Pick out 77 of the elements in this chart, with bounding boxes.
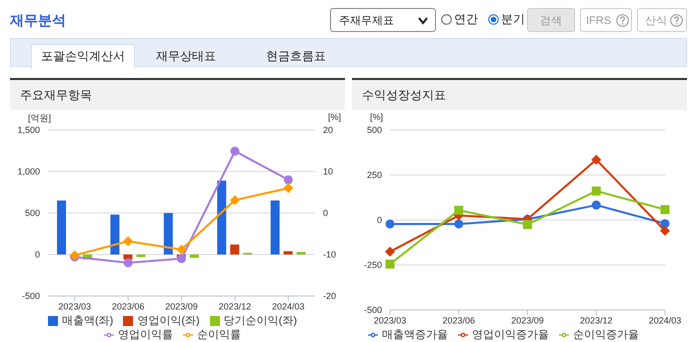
legend-label: 영업이익(좌) xyxy=(137,315,200,327)
text: 산식 xyxy=(637,8,687,32)
y-tick-label: 500 xyxy=(24,208,40,218)
y-tick-label: 1,500 xyxy=(17,125,40,136)
point xyxy=(660,226,670,236)
bar xyxy=(110,214,120,254)
point xyxy=(523,220,532,229)
x-tick-label: 2023/09 xyxy=(511,315,544,326)
text: IFRS xyxy=(580,8,632,32)
x-tick-label: 2023/09 xyxy=(165,301,198,312)
bar xyxy=(190,254,199,258)
y2-axis-title: [%] xyxy=(328,112,342,122)
point xyxy=(176,244,186,255)
point xyxy=(386,219,394,228)
x-tick-label: 2023/12 xyxy=(218,301,252,312)
x-tick-label: 2023/03 xyxy=(58,301,91,312)
legend-label: 순이익증가율 xyxy=(573,329,639,341)
legend-label: 영업이익률 xyxy=(118,329,173,341)
y-tick-label: 250 xyxy=(366,170,382,180)
y2-tick-label: 0 xyxy=(323,208,328,218)
y2-tick-label: -20 xyxy=(323,291,336,302)
y2-tick-label: -10 xyxy=(323,250,336,260)
x-tick-label: 2023/06 xyxy=(442,315,476,326)
bar xyxy=(270,200,280,254)
point xyxy=(660,219,670,228)
x-tick-label: 2024/03 xyxy=(648,315,682,326)
y-tick-label: -500 xyxy=(364,305,382,316)
x-tick-label: 2023/03 xyxy=(374,315,406,326)
point xyxy=(230,195,240,206)
y-axis-title: [%] xyxy=(370,112,384,122)
text: 연간 xyxy=(454,11,478,28)
point xyxy=(660,205,670,214)
legend-label: 영업이익증가율 xyxy=(472,329,549,341)
chart-title: 수익성장성지표 xyxy=(352,78,687,110)
point xyxy=(385,246,395,257)
bar xyxy=(57,200,66,254)
chart-title: 주요재무항목 xyxy=(10,78,345,110)
y2-tick-label: 10 xyxy=(323,166,334,177)
legend-label: 당기순이익(좌) xyxy=(224,315,297,327)
x-tick-label: 2024/03 xyxy=(272,301,305,312)
x-tick-label: 2023/12 xyxy=(580,315,613,326)
point xyxy=(124,258,133,268)
bar xyxy=(230,244,240,254)
legend-label: 순이익률 xyxy=(197,329,241,341)
y-tick-label: 0 xyxy=(34,250,40,260)
text: 주재무제표 xyxy=(330,8,436,32)
text: 재무분석 xyxy=(10,12,66,30)
point xyxy=(386,260,394,269)
point xyxy=(454,206,464,215)
y-tick-label: 500 xyxy=(366,125,382,136)
text: 현금흐름표 xyxy=(266,48,326,65)
y-tick-label: -250 xyxy=(364,260,382,270)
x-tick-label: 2023/06 xyxy=(112,301,144,312)
y-tick-label: 0 xyxy=(376,215,382,226)
legend-label: 매출액증가율 xyxy=(382,329,448,341)
text: 재무상태표 xyxy=(156,48,216,65)
point xyxy=(591,154,602,165)
text: 분기 xyxy=(501,11,525,28)
y-tick-label: 1,000 xyxy=(17,166,40,177)
point xyxy=(592,200,601,210)
text: 포괄손익계산서 xyxy=(31,44,135,69)
bar xyxy=(217,180,226,254)
point xyxy=(592,186,601,196)
point xyxy=(454,219,464,228)
point xyxy=(283,183,294,194)
point xyxy=(123,236,134,246)
legend-label: 매출액(좌) xyxy=(62,315,114,327)
bar xyxy=(284,251,293,254)
point xyxy=(230,146,240,156)
bar xyxy=(123,254,132,260)
point xyxy=(284,175,293,184)
y-axis-title: [억원] xyxy=(28,112,52,125)
y2-tick-label: 20 xyxy=(323,125,334,136)
point xyxy=(177,254,186,264)
text: 검색 xyxy=(527,8,575,32)
bar xyxy=(164,213,173,254)
y-tick-label: -500 xyxy=(22,291,40,302)
